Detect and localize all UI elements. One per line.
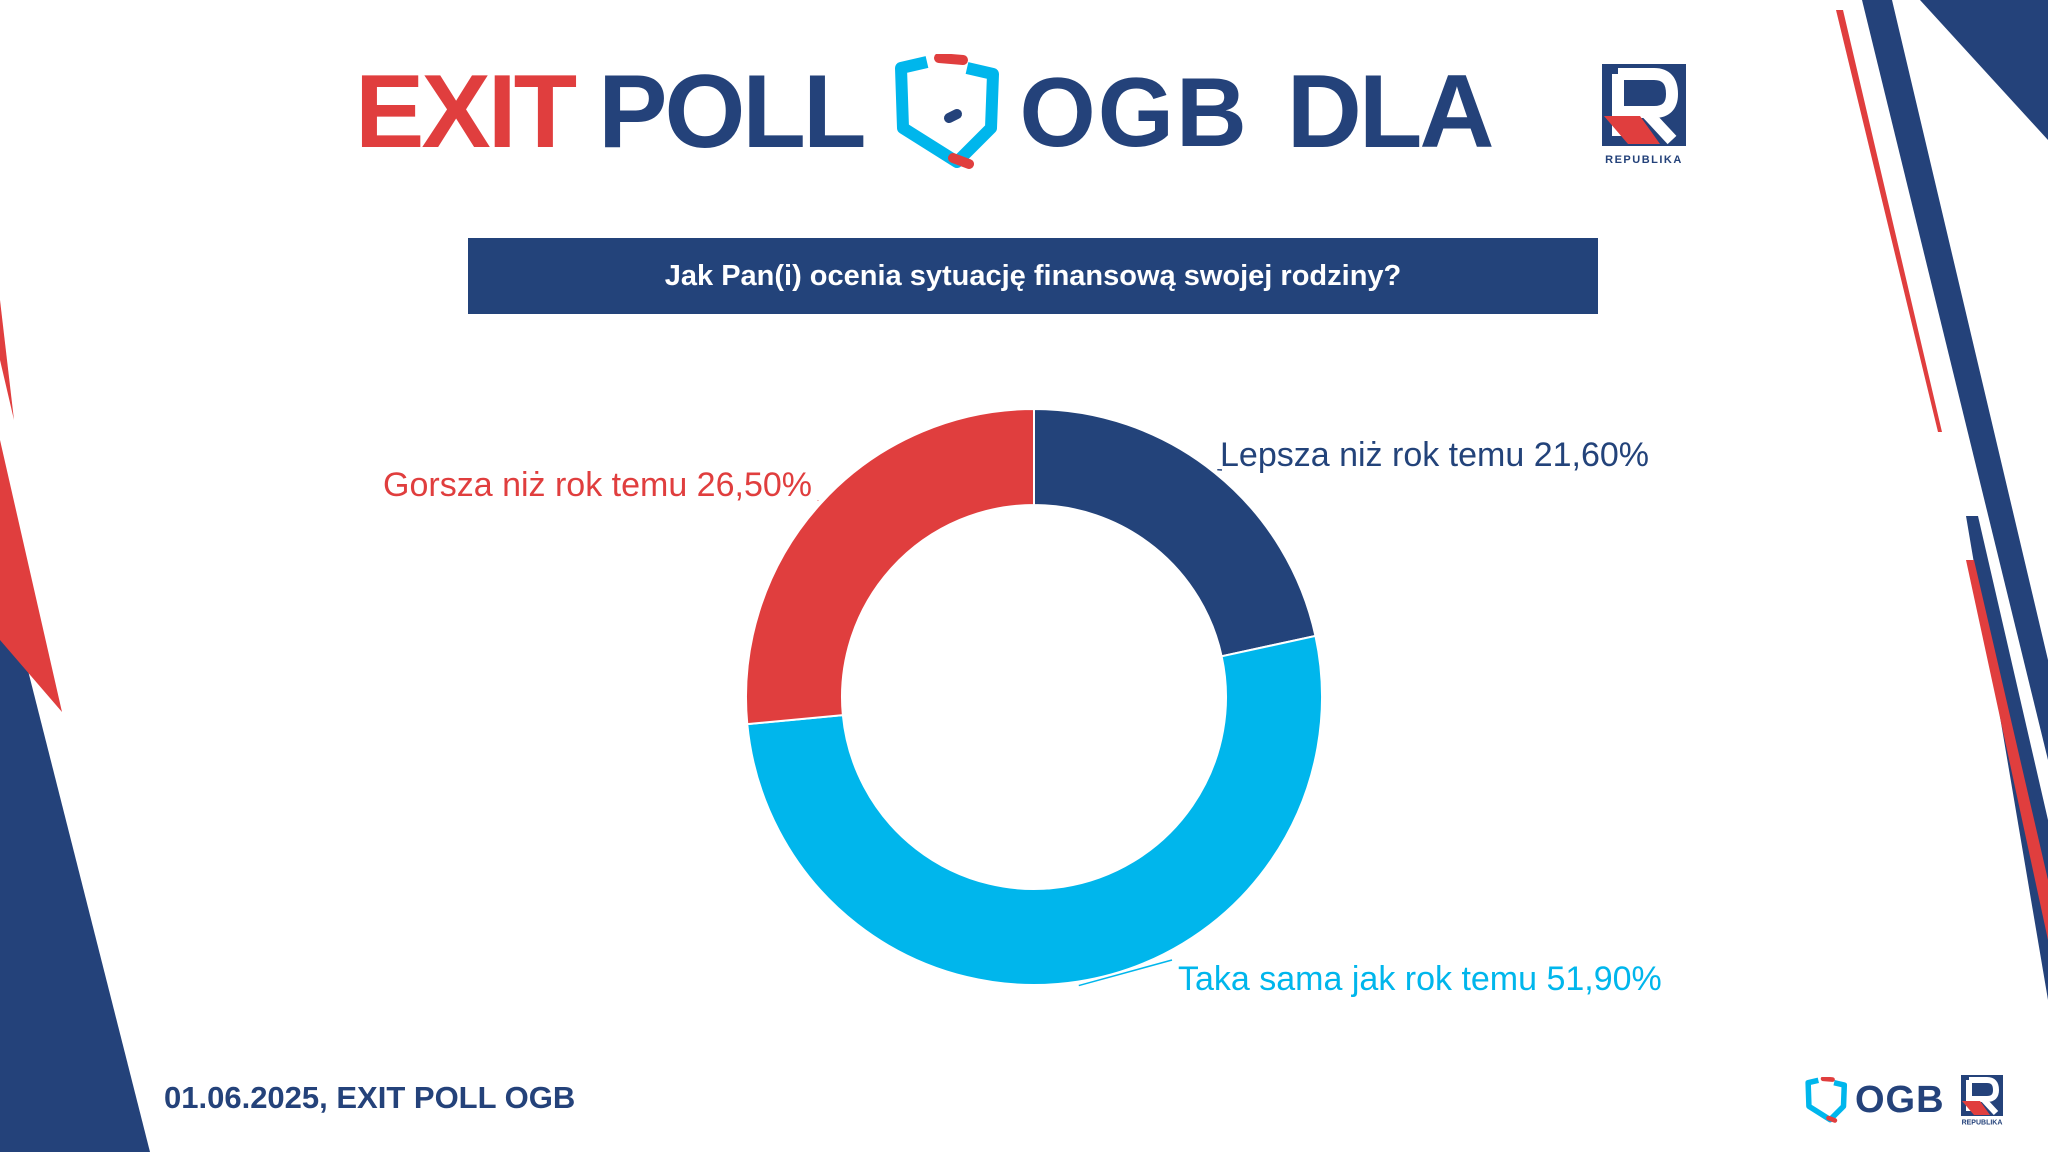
header-ogb-word: OGB — [1019, 57, 1249, 167]
left-navy-stripe — [0, 560, 150, 1152]
right-red-thin-stripe — [1836, 10, 1942, 432]
footer-republika-icon: REPUBLIKA — [1960, 1075, 2003, 1127]
footer-republika-text: REPUBLIKA — [1961, 1120, 2002, 1127]
republika-logo-icon: REPUBLIKA — [1602, 64, 1686, 166]
footer-ogb-shield-icon — [1805, 1077, 1848, 1123]
slice-label-1: Taka sama jak rok temu 51,90% — [1178, 960, 1662, 998]
header-poll-word: POLL — [598, 54, 866, 170]
footer-logos: OGB REPUBLIKA — [1805, 1072, 2005, 1128]
right-red-lower-stripe — [1966, 560, 2048, 940]
ogb-shield-icon — [895, 54, 1000, 169]
republika-logo-text: REPUBLIKA — [1605, 154, 1683, 166]
donut-slice-0 — [1033, 407, 1317, 658]
donut-slice-2 — [745, 407, 1035, 726]
header-exit-word: EXIT — [355, 54, 577, 170]
question-text: Jak Pan(i) ocenia sytuację finansową swo… — [664, 259, 1402, 292]
footer-date: 01.06.2025, EXIT POLL OGB — [164, 1080, 576, 1115]
slice-label-2: Gorsza niż rok temu 26,50% — [383, 466, 812, 504]
header: EXIT POLL OGB DLA — [355, 52, 1495, 172]
slice-label-0: Lepsza niż rok temu 21,60% — [1220, 436, 1650, 474]
leader-line-1 — [1078, 959, 1173, 987]
donut-slice-1 — [746, 634, 1323, 986]
question-bar: Jak Pan(i) ocenia sytuację finansową swo… — [468, 238, 1598, 314]
right-navy-corner — [1920, 0, 2048, 140]
left-red-thin-stripe — [0, 300, 14, 420]
footer-ogb-word: OGB — [1855, 1078, 1945, 1121]
left-red-stripe — [0, 440, 62, 712]
right-navy-stripe — [1862, 0, 2048, 760]
header-dla-word: DLA — [1286, 54, 1495, 170]
